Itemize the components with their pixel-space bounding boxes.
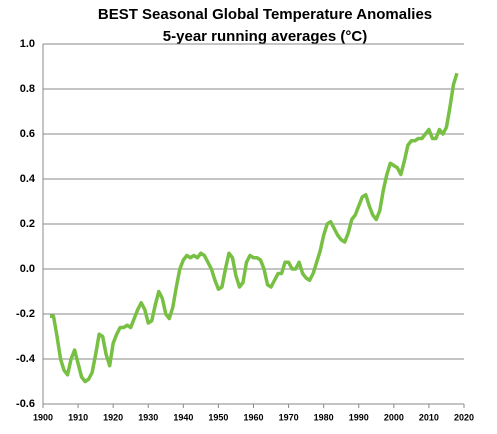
y-tick-label: 0.6 xyxy=(20,128,35,140)
x-tick-label: 1960 xyxy=(243,412,263,422)
y-tick-label: 1.0 xyxy=(20,38,35,50)
y-tick-label: 0.4 xyxy=(20,173,36,185)
x-tick-label: 2020 xyxy=(454,412,474,422)
y-tick-label: -0.4 xyxy=(16,353,36,365)
x-tick-label: 2000 xyxy=(384,412,404,422)
y-tick-label: 0.8 xyxy=(20,83,35,95)
y-tick-label: -0.6 xyxy=(16,398,35,410)
y-tick-label: 0.2 xyxy=(20,218,35,230)
x-tick-label: 1950 xyxy=(208,412,228,422)
data-line xyxy=(50,72,459,384)
x-tick-label: 1940 xyxy=(173,412,193,422)
chart-subtitle: 5-year running averages (°C) xyxy=(163,28,367,45)
x-tick-label: 1910 xyxy=(68,412,88,422)
chart-title: BEST Seasonal Global Temperature Anomali… xyxy=(98,6,432,23)
x-tick-label: 1970 xyxy=(279,412,299,422)
x-tick-label: 1990 xyxy=(349,412,369,422)
y-tick-label: 0.0 xyxy=(20,263,35,275)
x-tick-label: 1900 xyxy=(33,412,53,422)
x-tick-label: 1920 xyxy=(103,412,123,422)
x-tick-label: 1930 xyxy=(138,412,158,422)
x-tick-label: 2010 xyxy=(419,412,439,422)
x-tick-label: 1980 xyxy=(314,412,334,422)
y-tick-label: -0.2 xyxy=(16,308,35,320)
